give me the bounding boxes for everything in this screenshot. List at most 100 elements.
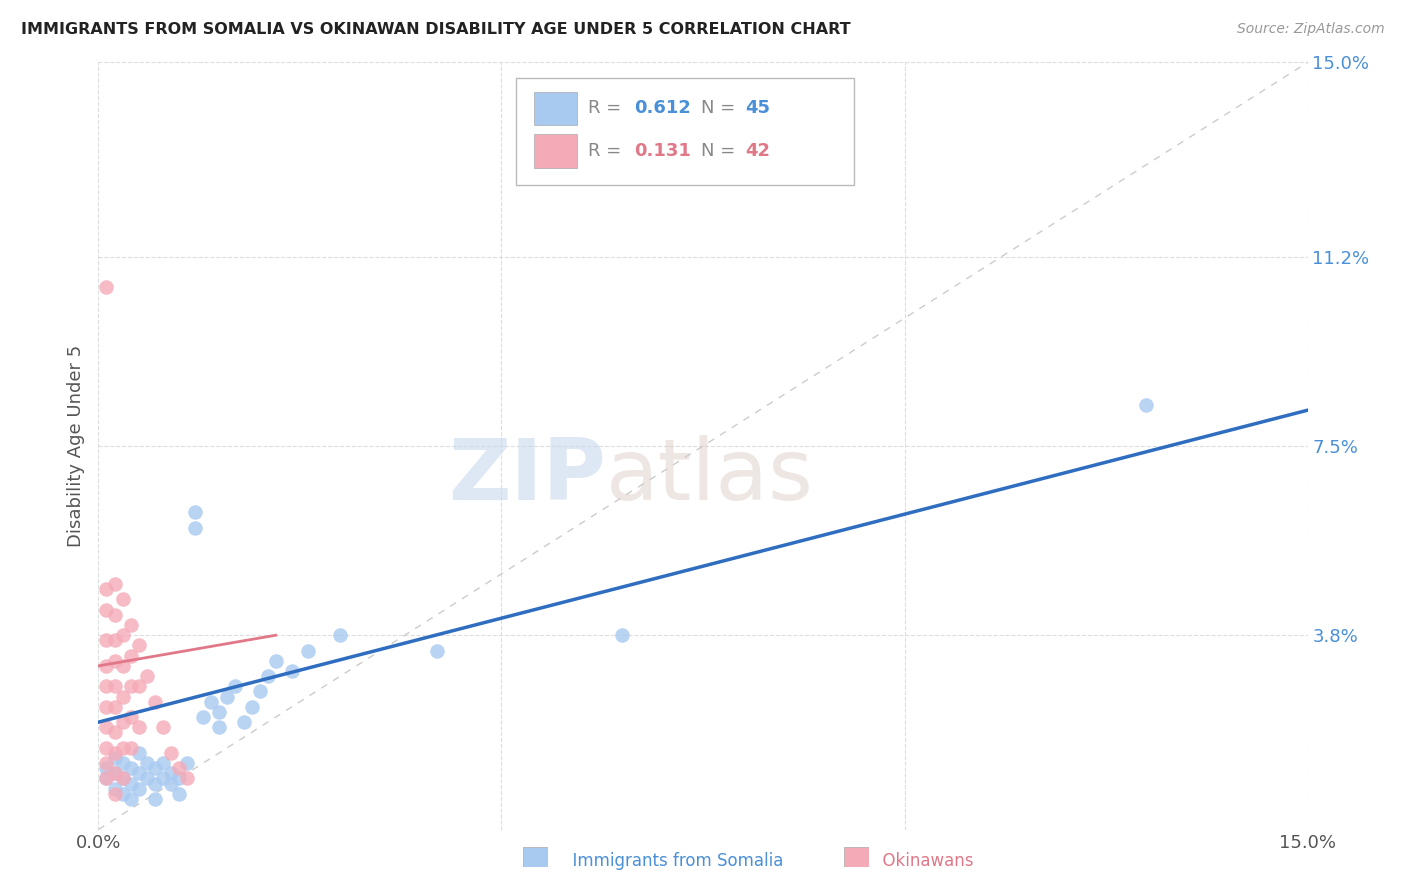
Point [167,761,190,775]
Point [208,705,231,719]
Point [184,521,207,535]
Point [120,710,142,724]
Y-axis label: Disability Age Under 5: Disability Age Under 5 [66,345,84,547]
Point [167,772,190,786]
Point [329,628,352,642]
Point [224,679,246,693]
Point [120,679,142,693]
Point [96,679,118,693]
Point [128,746,150,760]
Point [103,633,125,648]
Point [143,776,166,790]
FancyBboxPatch shape [534,134,578,168]
Text: Immigrants from Somalia: Immigrants from Somalia [562,852,783,870]
Point [103,766,125,780]
Point [217,690,239,704]
Point [103,679,125,693]
Text: R =: R = [588,100,627,118]
Point [111,772,134,786]
Point [96,659,118,673]
Point [128,720,150,734]
Point [96,633,118,648]
Point [240,699,263,714]
Point [111,690,134,704]
Text: N =: N = [700,100,741,118]
Point [120,648,142,663]
Point [111,772,134,786]
Point [103,787,125,801]
Point [1135,398,1157,412]
Text: 0.612: 0.612 [634,100,690,118]
Point [297,643,319,657]
Point [103,746,125,760]
Point [193,710,215,724]
Point [103,699,125,714]
Text: 0.131: 0.131 [634,142,690,160]
Point [160,776,183,790]
Point [160,766,183,780]
Point [96,280,118,294]
Point [103,577,125,591]
Point [103,654,125,668]
Point [128,781,150,796]
Point [111,715,134,730]
Point [135,772,157,786]
Point [111,740,134,755]
Point [96,772,118,786]
Text: 45: 45 [745,100,770,118]
Point [120,792,142,806]
Point [120,761,142,775]
Point [256,669,278,683]
Point [249,684,271,698]
Point [143,792,166,806]
Point [184,506,207,520]
Point [96,772,118,786]
Point [103,725,125,739]
Point [96,582,118,597]
Point [128,679,150,693]
Point [96,699,118,714]
Point [135,756,157,770]
Point [167,787,190,801]
Point [111,659,134,673]
Text: atlas: atlas [606,435,814,518]
Point [96,761,118,775]
Point [160,746,183,760]
Point [96,720,118,734]
Point [111,628,134,642]
Point [176,772,198,786]
Point [96,756,118,770]
Point [152,772,174,786]
FancyBboxPatch shape [534,92,578,126]
Point [128,639,150,653]
Point [264,654,287,668]
Point [612,628,634,642]
Point [135,669,157,683]
Point [96,602,118,616]
Point [152,720,174,734]
Point [103,607,125,622]
Point [143,761,166,775]
Point [128,766,150,780]
Text: Okinawans: Okinawans [872,852,973,870]
Point [120,776,142,790]
Point [152,756,174,770]
Point [143,695,166,709]
Point [200,695,222,709]
Text: Source: ZipAtlas.com: Source: ZipAtlas.com [1237,22,1385,37]
Point [232,715,254,730]
Point [103,751,125,765]
Point [96,740,118,755]
Point [111,756,134,770]
Text: 42: 42 [745,142,770,160]
FancyBboxPatch shape [516,78,855,186]
Point [281,664,304,678]
Point [426,643,449,657]
Text: IMMIGRANTS FROM SOMALIA VS OKINAWAN DISABILITY AGE UNDER 5 CORRELATION CHART: IMMIGRANTS FROM SOMALIA VS OKINAWAN DISA… [21,22,851,37]
Point [120,740,142,755]
Point [111,787,134,801]
Text: R =: R = [588,142,627,160]
Point [176,756,198,770]
Text: N =: N = [700,142,741,160]
Text: ZIP: ZIP [449,435,606,518]
